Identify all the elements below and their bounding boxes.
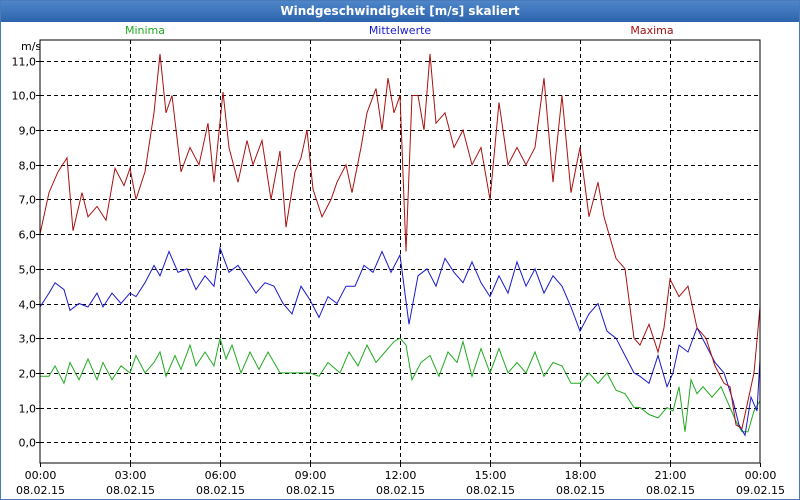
x-tick-date: 08.02.15: [646, 484, 695, 497]
series-line-maxima: [39, 53, 761, 430]
y-axis-unit: m/s: [21, 40, 41, 53]
x-tick-time: 00:00: [25, 469, 57, 482]
y-tick-label: 9,0: [19, 125, 37, 138]
x-tick-time: 15:00: [475, 469, 507, 482]
legend-mittelwerte: Mittelwerte: [369, 24, 432, 37]
y-tick-label: 8,0: [19, 160, 37, 173]
x-tick-time: 21:00: [655, 469, 687, 482]
y-tick-label: 2,0: [19, 368, 37, 381]
y-tick-label: 11,0: [12, 56, 37, 69]
series-line-mittelwerte: [39, 246, 761, 437]
window-title: Windgeschwindigkeit [m/s] skaliert: [1, 1, 799, 22]
y-axis: 0,0 1,0 2,0 3,0 4,0 5,0 6,0 7,0 8,0 9,0 10,0 11,0: [12, 56, 40, 450]
x-tick-time: 12:00: [385, 469, 417, 482]
y-tick-label: 1,0: [19, 403, 37, 416]
y-tick-label: 7,0: [19, 194, 37, 207]
x-tick-time: 18:00: [565, 469, 597, 482]
x-tick-date: 08.02.15: [16, 484, 65, 497]
x-tick-date: 08.02.15: [376, 484, 425, 497]
x-tick-date: 09.02.15: [736, 484, 785, 497]
x-tick-time: 09:00: [295, 469, 327, 482]
legend-maxima: Maxima: [630, 24, 673, 37]
x-tick-date: 08.02.15: [196, 484, 245, 497]
y-tick-label: 6,0: [19, 229, 37, 242]
series-lines: [39, 53, 761, 437]
x-tick-time: 03:00: [115, 469, 147, 482]
y-tick-label: 3,0: [19, 333, 37, 346]
x-tick-date: 08.02.15: [556, 484, 605, 497]
x-tick-date: 08.02.15: [286, 484, 335, 497]
y-tick-label: 5,0: [19, 264, 37, 277]
y-tick-label: 4,0: [19, 299, 37, 312]
series-line-minima: [40, 337, 761, 433]
x-tick-date: 08.02.15: [106, 484, 155, 497]
x-tick-time: 00:00: [745, 469, 777, 482]
legend-minima: Minima: [125, 24, 165, 37]
x-tick-date: 08.02.15: [466, 484, 515, 497]
y-tick-label: 0,0: [19, 437, 37, 450]
x-axis: 00:00 08.02.15 03:00 08.02.15 06:00 08.02.15 0…: [16, 463, 785, 497]
y-tick-label: 10,0: [12, 90, 37, 103]
x-tick-time: 06:00: [205, 469, 237, 482]
